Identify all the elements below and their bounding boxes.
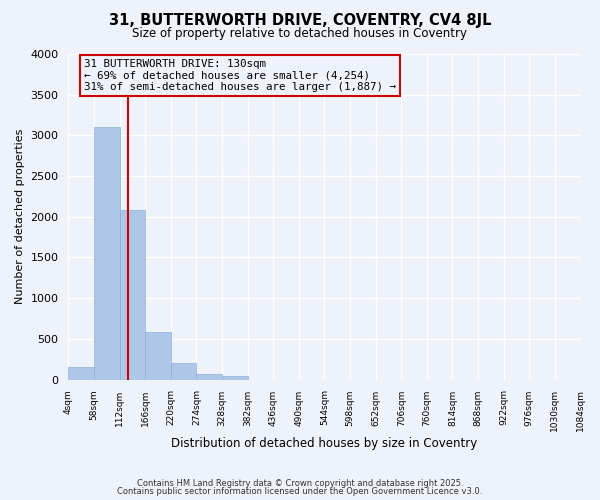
Text: Contains HM Land Registry data © Crown copyright and database right 2025.: Contains HM Land Registry data © Crown c…: [137, 478, 463, 488]
Text: 31, BUTTERWORTH DRIVE, COVENTRY, CV4 8JL: 31, BUTTERWORTH DRIVE, COVENTRY, CV4 8JL: [109, 12, 491, 28]
X-axis label: Distribution of detached houses by size in Coventry: Distribution of detached houses by size …: [172, 437, 478, 450]
Bar: [222, 376, 248, 380]
Y-axis label: Number of detached properties: Number of detached properties: [15, 129, 25, 304]
Bar: [68, 368, 94, 380]
Text: 31 BUTTERWORTH DRIVE: 130sqm
← 69% of detached houses are smaller (4,254)
31% of: 31 BUTTERWORTH DRIVE: 130sqm ← 69% of de…: [84, 59, 396, 92]
Bar: [119, 210, 145, 380]
Bar: [145, 332, 171, 380]
Bar: [171, 362, 196, 380]
Bar: [196, 374, 222, 380]
Text: Size of property relative to detached houses in Coventry: Size of property relative to detached ho…: [133, 28, 467, 40]
Bar: [94, 128, 119, 380]
Text: Contains public sector information licensed under the Open Government Licence v3: Contains public sector information licen…: [118, 487, 482, 496]
